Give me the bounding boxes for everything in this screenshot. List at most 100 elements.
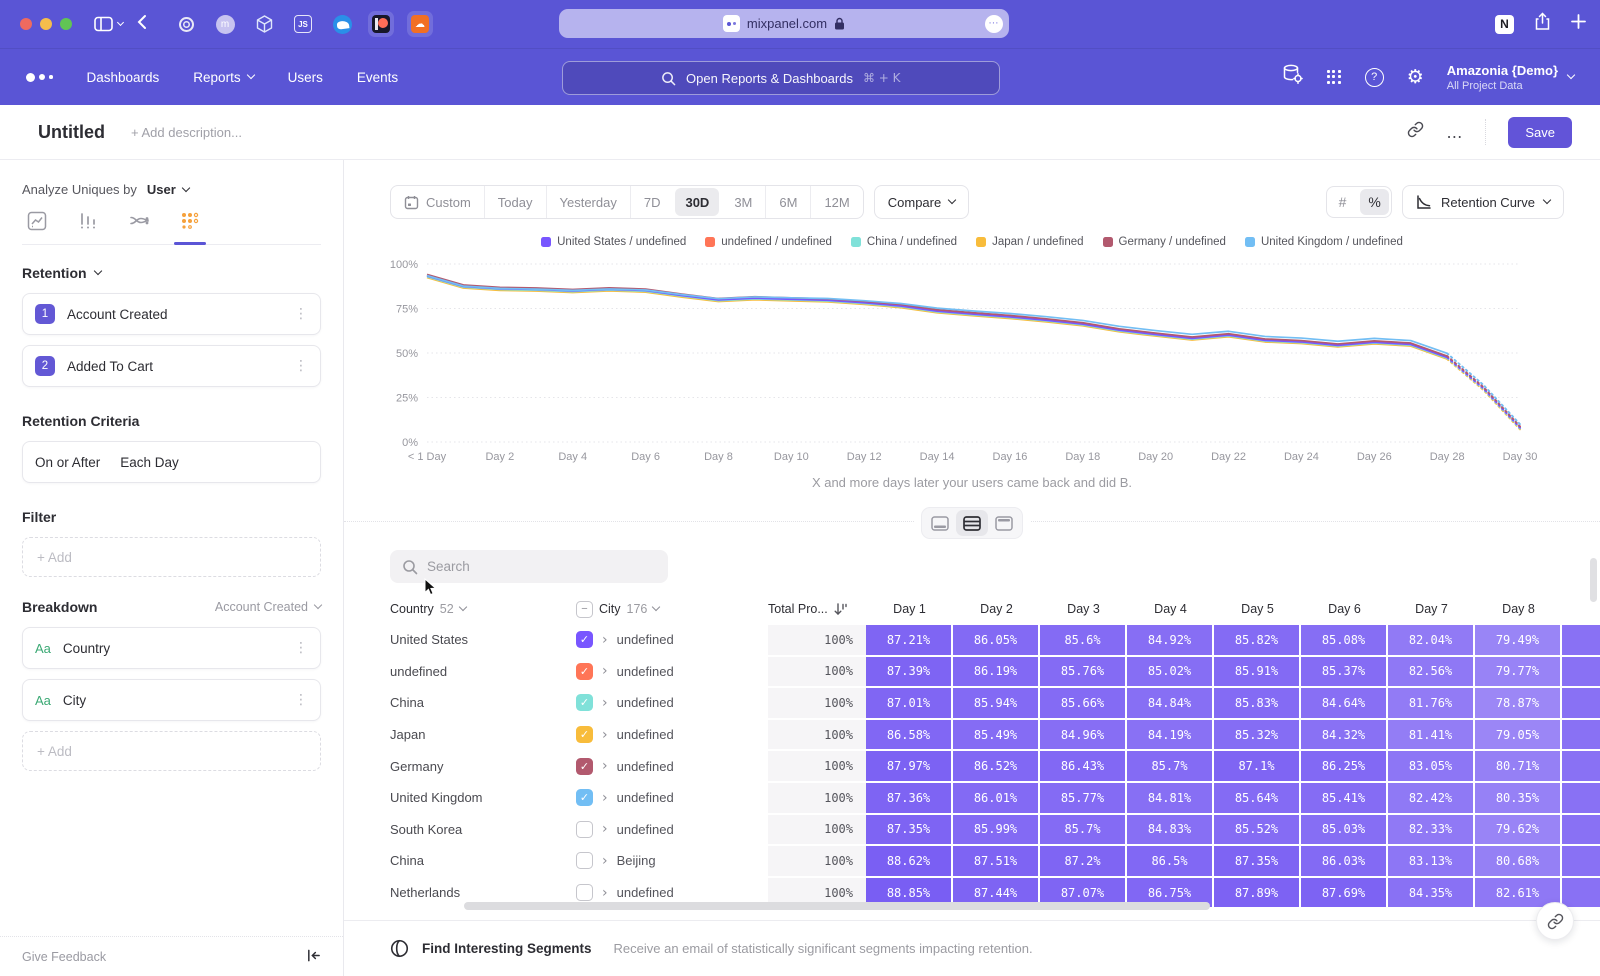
row-checkbox[interactable]: ✓ <box>576 631 593 648</box>
step-event-name[interactable]: Account Created <box>67 307 168 322</box>
legend-item[interactable]: Japan / undefined <box>976 236 1083 248</box>
table-row[interactable]: United States✓›undefined100%87.21%86.05%… <box>344 624 1600 656</box>
expand-row-icon[interactable]: › <box>602 727 608 743</box>
day-cell[interactable] <box>1562 750 1600 782</box>
day-cell[interactable]: 85.66% <box>1040 687 1127 719</box>
horizontal-scrollbar[interactable] <box>464 902 1210 910</box>
range-30d[interactable]: 30D <box>675 188 719 216</box>
day-cell[interactable]: 83.13% <box>1388 845 1475 877</box>
notion-extension-icon[interactable]: N <box>1495 15 1514 34</box>
address-bar[interactable]: mixpanel.com ⋯ <box>559 9 1009 38</box>
day-column-header[interactable]: Day 7 <box>1388 602 1475 616</box>
add-breakdown-button[interactable]: + Add <box>22 731 321 771</box>
day-cell[interactable]: 79.05% <box>1475 719 1562 751</box>
row-checkbox[interactable]: ✓ <box>576 758 593 775</box>
row-checkbox[interactable] <box>576 884 593 901</box>
vertical-scrollbar[interactable] <box>1590 558 1597 602</box>
day-cell[interactable]: 79.49% <box>1475 624 1562 656</box>
day-cell[interactable]: 86.03% <box>1301 845 1388 877</box>
expand-row-icon[interactable]: › <box>602 853 608 869</box>
day-cell[interactable]: 80.71% <box>1475 750 1562 782</box>
expand-row-icon[interactable]: › <box>602 663 608 679</box>
day-cell[interactable]: 85.03% <box>1301 814 1388 846</box>
breakdown-property[interactable]: City <box>63 693 86 708</box>
day-cell[interactable]: 78.87% <box>1475 687 1562 719</box>
expand-row-icon[interactable]: › <box>602 695 608 711</box>
range-today[interactable]: Today <box>484 186 546 218</box>
patreon-favicon[interactable] <box>368 11 394 37</box>
find-segments-title[interactable]: Find Interesting Segments <box>422 941 592 956</box>
nav-item-events[interactable]: Events <box>357 70 398 85</box>
mixpanel-logo[interactable] <box>26 73 53 82</box>
day-cell[interactable]: 82.04% <box>1388 624 1475 656</box>
kebab-menu-icon[interactable]: ⋮ <box>294 358 308 374</box>
settings-gear-icon[interactable]: ⚙ <box>1407 68 1424 87</box>
range-12m[interactable]: 12M <box>810 186 862 218</box>
day-cell[interactable]: 87.35% <box>866 814 953 846</box>
retention-criteria-card[interactable]: On or After Each Day <box>22 441 321 483</box>
legend-item[interactable]: United Kingdom / undefined <box>1245 236 1403 248</box>
analyze-value[interactable]: User <box>147 182 176 197</box>
day-cell[interactable]: 85.82% <box>1214 624 1301 656</box>
table-row[interactable]: South Korea›undefined100%87.35%85.99%85.… <box>344 814 1600 846</box>
range-custom[interactable]: Custom <box>391 186 484 218</box>
row-checkbox[interactable] <box>576 852 593 869</box>
floating-share-link-button[interactable] <box>1536 902 1574 940</box>
criteria-mode[interactable]: On or After <box>35 455 100 470</box>
legend-item[interactable]: United States / undefined <box>541 236 686 248</box>
day-cell[interactable]: 87.39% <box>866 656 953 688</box>
retention-chart[interactable]: 0%25%50%75%100%< 1 DayDay 2Day 4Day 6Day… <box>372 252 1600 471</box>
table-row[interactable]: China›Beijing100%88.62%87.51%87.2%86.5%8… <box>344 845 1600 877</box>
day-cell[interactable] <box>1562 814 1600 846</box>
layout-split-icon[interactable] <box>956 510 988 536</box>
day-cell[interactable]: 87.21% <box>866 624 953 656</box>
table-row[interactable]: Japan✓›undefined100%86.58%85.49%84.96%84… <box>344 719 1600 751</box>
day-cell[interactable]: 84.32% <box>1301 719 1388 751</box>
legend-item[interactable]: undefined / undefined <box>705 236 832 248</box>
day-cell[interactable] <box>1562 624 1600 656</box>
day-cell[interactable]: 87.2% <box>1040 845 1127 877</box>
data-management-icon[interactable] <box>1282 64 1304 90</box>
expand-row-icon[interactable]: › <box>602 821 608 837</box>
day-cell[interactable]: 85.83% <box>1214 687 1301 719</box>
save-button[interactable]: Save <box>1508 117 1572 148</box>
day-cell[interactable]: 85.7% <box>1040 814 1127 846</box>
day-cell[interactable]: 84.84% <box>1127 687 1214 719</box>
day-cell[interactable]: 85.02% <box>1127 656 1214 688</box>
row-checkbox[interactable]: ✓ <box>576 694 593 711</box>
back-button[interactable] <box>137 14 147 35</box>
kebab-menu-icon[interactable]: ⋮ <box>294 306 308 322</box>
table-row[interactable]: United Kingdom✓›undefined100%87.36%86.01… <box>344 782 1600 814</box>
layout-table-only-icon[interactable] <box>988 510 1020 536</box>
day-cell[interactable]: 87.97% <box>866 750 953 782</box>
project-selector[interactable]: Amazonia {Demo} All Project Data <box>1447 63 1574 92</box>
expand-row-icon[interactable]: › <box>602 790 608 806</box>
day-cell[interactable]: 80.35% <box>1475 782 1562 814</box>
country-column-header[interactable]: Country 52 <box>390 602 576 616</box>
day-cell[interactable]: 82.56% <box>1388 656 1475 688</box>
day-cell[interactable] <box>1562 687 1600 719</box>
day-cell[interactable]: 86.05% <box>953 624 1040 656</box>
compare-button[interactable]: Compare <box>874 185 969 219</box>
help-icon[interactable]: ? <box>1365 68 1384 87</box>
day-cell[interactable]: 80.68% <box>1475 845 1562 877</box>
day-cell[interactable]: 85.64% <box>1214 782 1301 814</box>
table-search-input[interactable]: Search <box>390 550 668 583</box>
nav-item-dashboards[interactable]: Dashboards <box>87 70 160 85</box>
day-cell[interactable]: 82.33% <box>1388 814 1475 846</box>
day-cell[interactable]: 87.01% <box>866 687 953 719</box>
day-cell[interactable] <box>1562 719 1600 751</box>
day-column-header[interactable]: Day 3 <box>1040 602 1127 616</box>
target-favicon[interactable] <box>173 11 199 37</box>
day-column-header[interactable]: Day 1 <box>866 602 953 616</box>
collapse-sidebar-icon[interactable] <box>306 948 321 966</box>
share-icon[interactable] <box>1534 12 1551 36</box>
day-cell[interactable]: 87.89% <box>1214 877 1301 909</box>
expand-row-icon[interactable]: › <box>602 758 608 774</box>
add-filter-button[interactable]: + Add <box>22 537 321 577</box>
day-column-header[interactable]: Day 5 <box>1214 602 1301 616</box>
breakdown-country[interactable]: Aa Country ⋮ <box>22 627 321 669</box>
day-cell[interactable]: 85.94% <box>953 687 1040 719</box>
day-cell[interactable]: 81.41% <box>1388 719 1475 751</box>
day-cell[interactable]: 85.49% <box>953 719 1040 751</box>
